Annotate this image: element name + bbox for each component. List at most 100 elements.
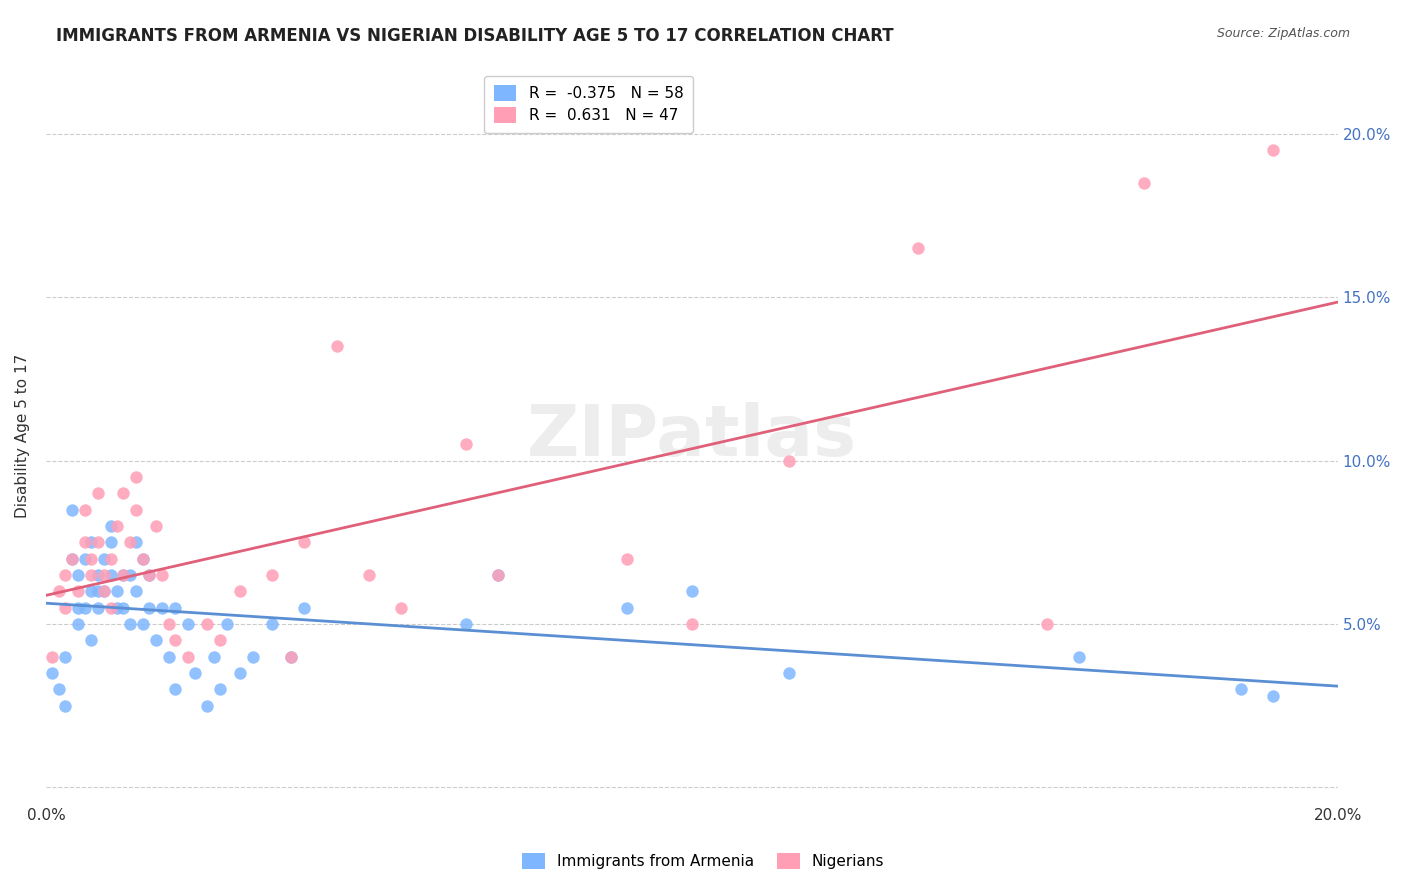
Point bbox=[145, 519, 167, 533]
Point bbox=[454, 437, 477, 451]
Point bbox=[197, 698, 219, 713]
Text: Source: ZipAtlas.com: Source: ZipAtlas.com bbox=[1216, 27, 1350, 40]
Point bbox=[112, 568, 135, 582]
Point bbox=[73, 502, 96, 516]
Point bbox=[132, 551, 155, 566]
Point bbox=[229, 665, 252, 680]
Point bbox=[86, 584, 108, 599]
Point bbox=[67, 616, 90, 631]
Point bbox=[616, 600, 638, 615]
Point bbox=[165, 682, 187, 697]
Point bbox=[67, 568, 90, 582]
Point bbox=[105, 600, 128, 615]
Point bbox=[53, 568, 76, 582]
Point bbox=[80, 568, 103, 582]
Point bbox=[112, 600, 135, 615]
Point bbox=[177, 649, 200, 664]
Point bbox=[125, 535, 148, 549]
Point bbox=[105, 584, 128, 599]
Point bbox=[125, 470, 148, 484]
Point bbox=[100, 600, 122, 615]
Point bbox=[105, 519, 128, 533]
Point bbox=[53, 600, 76, 615]
Point bbox=[145, 633, 167, 648]
Point bbox=[1036, 616, 1059, 631]
Point bbox=[112, 486, 135, 500]
Point bbox=[907, 241, 929, 255]
Point bbox=[132, 551, 155, 566]
Point bbox=[86, 486, 108, 500]
Point bbox=[157, 616, 180, 631]
Point bbox=[93, 551, 115, 566]
Point bbox=[183, 665, 205, 680]
Point bbox=[41, 649, 63, 664]
Point bbox=[118, 535, 141, 549]
Point bbox=[165, 633, 187, 648]
Point bbox=[165, 600, 187, 615]
Point bbox=[242, 649, 264, 664]
Point bbox=[260, 568, 283, 582]
Point bbox=[486, 568, 509, 582]
Point bbox=[1230, 682, 1253, 697]
Point bbox=[150, 600, 173, 615]
Text: ZIPatlas: ZIPatlas bbox=[527, 401, 856, 471]
Point bbox=[73, 600, 96, 615]
Point bbox=[454, 616, 477, 631]
Text: IMMIGRANTS FROM ARMENIA VS NIGERIAN DISABILITY AGE 5 TO 17 CORRELATION CHART: IMMIGRANTS FROM ARMENIA VS NIGERIAN DISA… bbox=[56, 27, 894, 45]
Point bbox=[67, 584, 90, 599]
Point bbox=[229, 584, 252, 599]
Point bbox=[202, 649, 225, 664]
Point bbox=[80, 584, 103, 599]
Point bbox=[86, 535, 108, 549]
Point bbox=[681, 616, 703, 631]
Point bbox=[67, 600, 90, 615]
Point bbox=[125, 502, 148, 516]
Legend: Immigrants from Armenia, Nigerians: Immigrants from Armenia, Nigerians bbox=[516, 847, 890, 875]
Point bbox=[292, 600, 315, 615]
Point bbox=[80, 551, 103, 566]
Point bbox=[280, 649, 302, 664]
Point bbox=[80, 633, 103, 648]
Point bbox=[215, 616, 238, 631]
Point bbox=[112, 568, 135, 582]
Point bbox=[118, 568, 141, 582]
Point bbox=[486, 568, 509, 582]
Point bbox=[1263, 689, 1285, 703]
Point bbox=[132, 616, 155, 631]
Point bbox=[138, 568, 160, 582]
Point bbox=[157, 649, 180, 664]
Point bbox=[292, 535, 315, 549]
Point bbox=[41, 665, 63, 680]
Point bbox=[1069, 649, 1091, 664]
Point bbox=[100, 551, 122, 566]
Point bbox=[48, 584, 70, 599]
Y-axis label: Disability Age 5 to 17: Disability Age 5 to 17 bbox=[15, 354, 30, 518]
Point bbox=[93, 584, 115, 599]
Point bbox=[53, 698, 76, 713]
Point bbox=[93, 568, 115, 582]
Point bbox=[260, 616, 283, 631]
Point bbox=[125, 584, 148, 599]
Point bbox=[681, 584, 703, 599]
Point bbox=[80, 535, 103, 549]
Point bbox=[138, 600, 160, 615]
Point bbox=[778, 453, 800, 467]
Legend: R =  -0.375   N = 58, R =  0.631   N = 47: R = -0.375 N = 58, R = 0.631 N = 47 bbox=[485, 76, 693, 133]
Point bbox=[86, 568, 108, 582]
Point bbox=[118, 616, 141, 631]
Point bbox=[73, 551, 96, 566]
Point bbox=[100, 519, 122, 533]
Point bbox=[197, 616, 219, 631]
Point bbox=[60, 551, 83, 566]
Point bbox=[1133, 176, 1156, 190]
Point bbox=[93, 584, 115, 599]
Point bbox=[177, 616, 200, 631]
Point bbox=[209, 633, 232, 648]
Point bbox=[1263, 143, 1285, 157]
Point bbox=[60, 502, 83, 516]
Point bbox=[325, 339, 347, 353]
Point bbox=[280, 649, 302, 664]
Point bbox=[48, 682, 70, 697]
Point bbox=[100, 568, 122, 582]
Point bbox=[389, 600, 412, 615]
